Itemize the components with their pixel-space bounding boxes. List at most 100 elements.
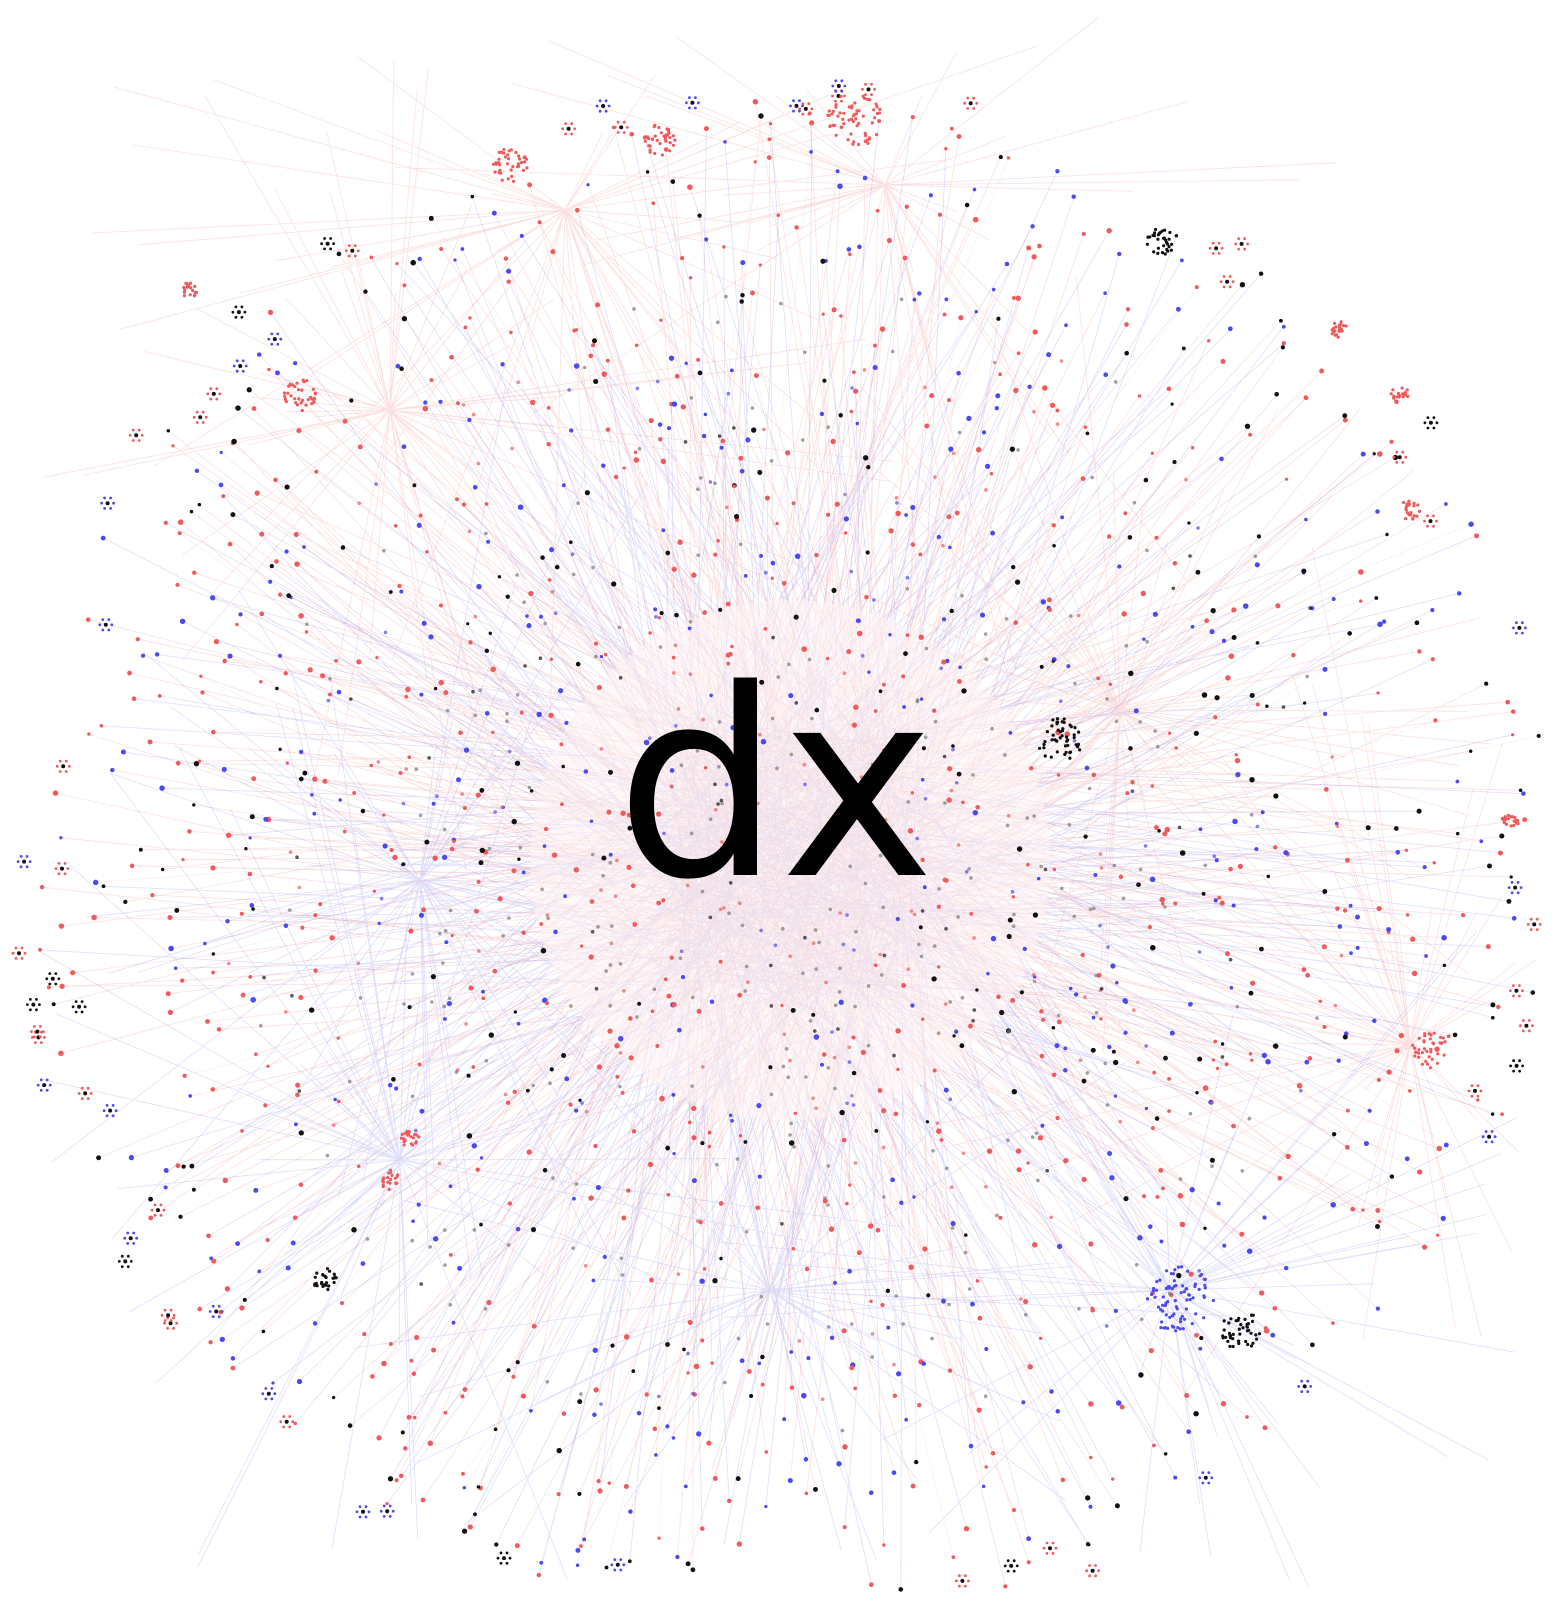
node xyxy=(1119,875,1123,879)
node xyxy=(637,1002,641,1006)
node xyxy=(839,95,842,98)
node xyxy=(1016,448,1020,452)
node xyxy=(435,794,439,798)
node xyxy=(363,289,367,293)
node xyxy=(506,1562,509,1565)
node xyxy=(832,124,835,127)
node xyxy=(1232,280,1235,283)
node xyxy=(275,370,280,375)
node xyxy=(832,110,835,113)
node xyxy=(1342,324,1345,327)
node xyxy=(614,1043,619,1048)
node xyxy=(386,1176,389,1179)
node xyxy=(1172,1326,1175,1329)
node xyxy=(507,280,511,284)
node xyxy=(649,151,652,154)
node xyxy=(866,550,870,554)
node xyxy=(1152,1287,1155,1290)
node xyxy=(1154,536,1158,540)
node xyxy=(852,120,855,123)
node xyxy=(497,158,500,161)
node xyxy=(984,657,988,661)
node xyxy=(892,1470,897,1475)
node xyxy=(273,337,277,341)
node xyxy=(508,750,512,754)
node xyxy=(1377,622,1383,628)
node xyxy=(235,405,241,411)
node xyxy=(901,983,906,988)
node xyxy=(473,1228,477,1232)
node xyxy=(530,400,535,405)
node xyxy=(1389,440,1393,444)
node xyxy=(1176,307,1181,312)
node xyxy=(974,310,977,313)
node xyxy=(969,876,973,880)
node xyxy=(84,1005,87,1008)
node xyxy=(1421,1051,1424,1054)
node xyxy=(960,594,964,598)
node xyxy=(1331,332,1334,335)
node xyxy=(506,1368,510,1372)
node xyxy=(1110,964,1115,969)
node xyxy=(458,730,463,735)
node xyxy=(583,366,587,370)
node xyxy=(591,343,595,347)
node xyxy=(490,666,495,671)
node xyxy=(1267,875,1271,879)
node xyxy=(477,1485,480,1488)
node xyxy=(1196,526,1200,530)
node xyxy=(1274,392,1279,397)
node xyxy=(1063,753,1066,756)
node xyxy=(263,817,268,822)
node xyxy=(493,810,497,814)
node xyxy=(500,806,504,810)
node xyxy=(1167,1077,1171,1081)
node xyxy=(53,790,58,795)
node xyxy=(1182,346,1186,350)
node xyxy=(586,183,589,186)
node xyxy=(413,1133,416,1136)
node xyxy=(1468,522,1473,527)
node xyxy=(428,634,433,639)
node xyxy=(472,413,476,417)
node xyxy=(270,1387,273,1390)
node xyxy=(1505,700,1510,705)
node xyxy=(924,424,929,429)
node xyxy=(130,864,135,869)
node xyxy=(1254,847,1258,851)
node xyxy=(352,791,356,795)
node xyxy=(294,401,297,404)
node xyxy=(428,1441,433,1446)
node xyxy=(1106,945,1110,949)
node xyxy=(628,1559,632,1563)
node xyxy=(696,553,700,557)
node xyxy=(878,108,881,111)
node xyxy=(540,555,545,560)
node xyxy=(969,101,973,105)
node xyxy=(1282,341,1286,345)
node xyxy=(167,915,172,920)
node xyxy=(572,1197,576,1201)
node xyxy=(148,740,153,745)
node xyxy=(58,862,61,865)
node xyxy=(1194,1333,1199,1338)
node xyxy=(854,1161,858,1165)
node xyxy=(1073,682,1077,686)
node xyxy=(964,1585,967,1588)
node xyxy=(1158,1279,1161,1282)
node xyxy=(986,972,989,975)
node xyxy=(248,836,251,839)
node xyxy=(1300,1390,1303,1393)
node xyxy=(1512,627,1515,630)
node xyxy=(864,83,867,86)
node xyxy=(759,554,763,558)
node xyxy=(933,944,937,948)
node xyxy=(1395,401,1398,404)
node xyxy=(251,776,256,781)
node xyxy=(892,1363,896,1367)
node xyxy=(411,1144,414,1147)
node xyxy=(1068,751,1071,754)
node xyxy=(563,894,567,898)
node xyxy=(480,848,485,853)
node xyxy=(297,388,300,391)
